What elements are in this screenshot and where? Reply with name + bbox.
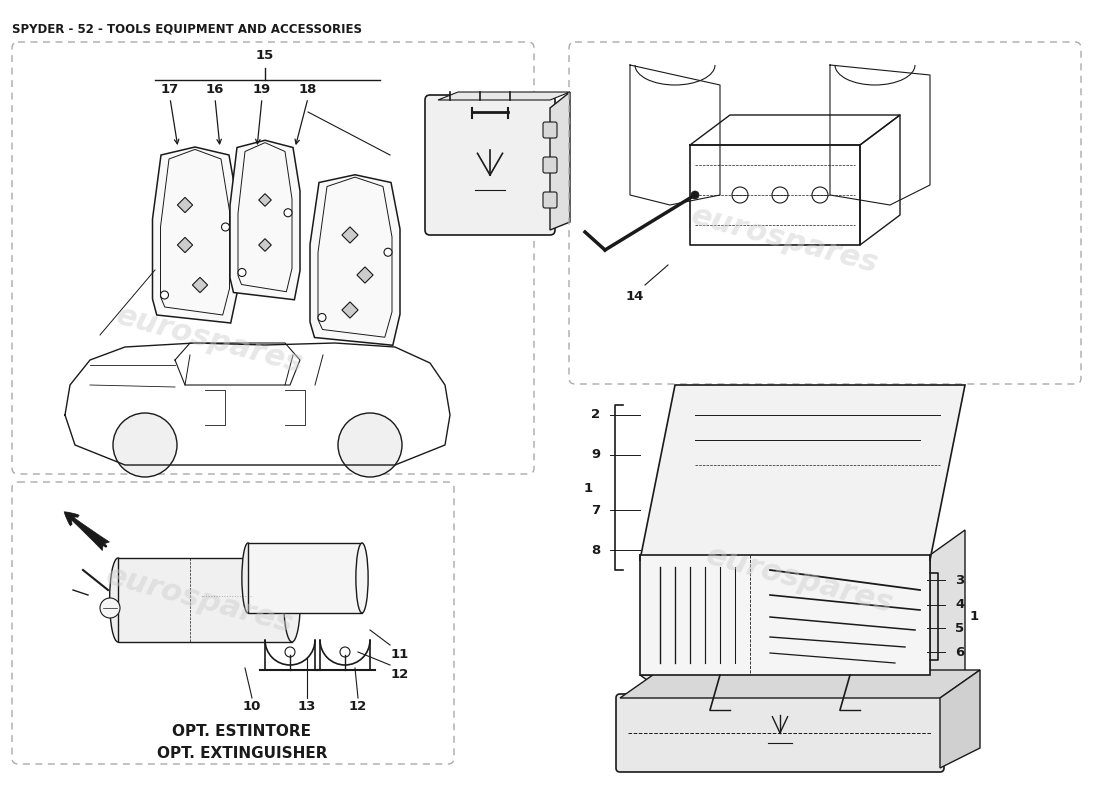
Circle shape — [238, 269, 246, 277]
Polygon shape — [620, 670, 980, 698]
Polygon shape — [258, 238, 272, 251]
Circle shape — [284, 209, 292, 217]
Text: 11: 11 — [390, 648, 409, 661]
Polygon shape — [153, 147, 238, 323]
Text: 4: 4 — [955, 598, 965, 611]
Circle shape — [338, 413, 402, 477]
FancyBboxPatch shape — [543, 157, 557, 173]
Text: 5: 5 — [955, 622, 964, 634]
Text: 13: 13 — [298, 700, 316, 713]
Text: 8: 8 — [591, 543, 600, 557]
Text: 18: 18 — [299, 83, 317, 96]
Polygon shape — [192, 278, 208, 293]
Text: 16: 16 — [206, 83, 224, 96]
Text: eurospares: eurospares — [103, 561, 297, 639]
Polygon shape — [438, 92, 570, 100]
Text: SPYDER - 52 - TOOLS EQUIPMENT AND ACCESSORIES: SPYDER - 52 - TOOLS EQUIPMENT AND ACCESS… — [12, 22, 362, 35]
FancyBboxPatch shape — [616, 694, 944, 772]
Polygon shape — [550, 92, 570, 230]
Circle shape — [318, 314, 326, 322]
Ellipse shape — [110, 558, 126, 642]
FancyBboxPatch shape — [543, 192, 557, 208]
Ellipse shape — [356, 543, 369, 613]
FancyBboxPatch shape — [543, 122, 557, 138]
Circle shape — [100, 598, 120, 618]
Text: 1: 1 — [584, 482, 593, 494]
Polygon shape — [930, 530, 965, 700]
Polygon shape — [640, 385, 965, 560]
Polygon shape — [640, 675, 965, 700]
Text: eurospares: eurospares — [703, 541, 896, 619]
Circle shape — [820, 394, 830, 406]
Text: 14: 14 — [626, 290, 645, 303]
Circle shape — [285, 647, 295, 657]
Text: OPT. ESTINTORE: OPT. ESTINTORE — [173, 724, 311, 739]
Circle shape — [161, 291, 168, 299]
Ellipse shape — [284, 558, 300, 642]
Text: 17: 17 — [161, 83, 179, 96]
Text: 10: 10 — [243, 700, 261, 713]
Text: 9: 9 — [591, 449, 600, 462]
Text: 12: 12 — [390, 668, 409, 681]
Text: eurospares: eurospares — [113, 301, 307, 379]
Polygon shape — [177, 238, 192, 253]
Polygon shape — [356, 267, 373, 283]
Text: ····················: ···················· — [200, 593, 253, 602]
Polygon shape — [230, 140, 300, 300]
Text: 15: 15 — [256, 49, 274, 62]
Circle shape — [221, 223, 230, 231]
Text: 12: 12 — [349, 700, 367, 713]
Circle shape — [113, 413, 177, 477]
Polygon shape — [342, 227, 359, 243]
FancyBboxPatch shape — [425, 95, 556, 235]
Circle shape — [691, 191, 698, 199]
Polygon shape — [118, 558, 292, 642]
Text: 6: 6 — [955, 646, 965, 658]
Text: OPT. EXTINGUISHER: OPT. EXTINGUISHER — [156, 746, 328, 761]
Text: 2: 2 — [591, 409, 600, 422]
Polygon shape — [177, 198, 192, 213]
Ellipse shape — [242, 543, 254, 613]
Text: 3: 3 — [955, 574, 965, 586]
Polygon shape — [342, 302, 359, 318]
Text: 1: 1 — [970, 610, 979, 622]
Polygon shape — [258, 194, 272, 206]
Polygon shape — [248, 543, 362, 613]
Text: 19: 19 — [253, 83, 271, 96]
Text: eurospares: eurospares — [689, 201, 882, 279]
Polygon shape — [310, 174, 400, 346]
Circle shape — [384, 248, 392, 256]
Circle shape — [340, 647, 350, 657]
Text: 7: 7 — [591, 503, 600, 517]
Polygon shape — [640, 555, 930, 675]
Polygon shape — [940, 670, 980, 768]
